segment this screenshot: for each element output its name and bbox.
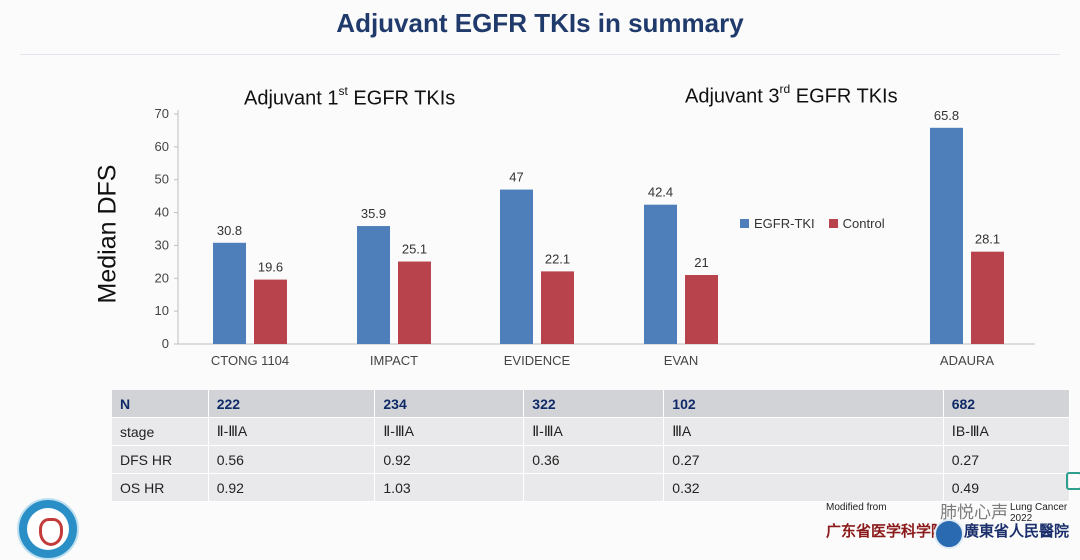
bar-control [685,275,718,344]
group-title-3rd-prefix: Adjuvant 3 [685,85,780,108]
group-title-3rd-suffix: EGFR TKIs [790,85,898,108]
institution-name-1: 广东省医学科学院 [826,522,947,540]
x-tick-label: EVIDENCE [504,353,571,368]
watermark-text: 肺悦心声 [940,503,1008,522]
bar-data-label: 65.8 [934,108,959,123]
title-divider [20,54,1060,55]
slide-title: Adjuvant EGFR TKIs in summary [336,8,744,38]
y-tick-label: 40 [155,205,169,220]
society-logo-inner [27,508,69,550]
bar-data-label: 28.1 [975,232,1000,247]
bar-egfr-tki [644,204,677,344]
society-logo [17,498,79,560]
y-tick-label: 70 [155,106,169,121]
group-title-1st-prefix: Adjuvant 1 [244,87,339,110]
institution-name-2: 廣東省人民醫院 [964,522,1070,540]
hospital-badge-icon [934,519,964,549]
y-tick-label: 20 [155,270,169,285]
y-tick-label: 10 [155,303,169,318]
bar-data-label: 25.1 [402,242,427,257]
bar-data-label: 21 [694,255,708,270]
bar-control [398,261,431,344]
table-header-row: N 222 234 322 102 682 [112,390,1071,418]
table-row: OS HR 0.92 1.03 0.32 0.49 [112,473,1071,502]
trial-summary-table: N 222 234 322 102 682 stage Ⅱ-ⅢA Ⅱ-ⅢA Ⅱ-… [112,390,1071,502]
legend-label-egfr-tki: EGFR-TKI [754,216,815,231]
table-cell: Ⅱ-ⅢA [208,417,376,446]
y-tick-label: 30 [155,237,169,252]
group-title-1st-suffix: EGFR TKIs [347,87,456,110]
group-title-1st-sup: st [338,84,348,98]
y-tick-label: 0 [162,336,169,351]
group-title-3rd-sup: rd [779,82,791,96]
table-cell: 1.03 [374,473,525,502]
table-header-cell: N [112,390,209,418]
bar-egfr-tki [213,242,246,344]
x-tick-label: EVAN [664,353,698,368]
bar-egfr-tki [500,189,533,344]
table-cell: 0.32 [663,473,944,502]
bar-data-label: 22.1 [545,251,570,266]
table-header-cell: 222 [208,390,376,418]
lung-icon [39,518,63,546]
bar-data-label: 42.4 [648,185,673,200]
bar-egfr-tki [357,226,390,344]
chart-legend: EGFR-TKI Control [740,216,885,231]
legend-label-control: Control [842,216,885,231]
x-tick-label: CTONG 1104 [211,353,289,368]
table-cell: 0.92 [208,473,376,502]
legend-swatch-control [828,219,838,228]
legend-item-egfr-tki: EGFR-TKI [740,216,815,231]
bar-control [971,251,1004,344]
table-cell: 0.92 [374,445,525,474]
bar-data-label: 35.9 [361,206,386,221]
table-cell: 0.56 [208,445,376,474]
group-title-1st-gen: Adjuvant 1st EGFR TKIs [244,84,456,111]
table-cell: 0.49 [943,473,1071,502]
group-title-3rd-gen: Adjuvant 3rd EGFR TKIs [685,82,898,109]
bar-data-label: 30.8 [217,223,242,238]
x-tick-label: IMPACT [370,353,418,368]
bar-data-label: 19.6 [258,260,283,275]
bar-control [541,271,574,344]
table-cell: ⅢA [663,417,944,446]
bar-egfr-tki [930,127,963,344]
bar-control [254,279,287,344]
table-cell: DFS HR [112,445,209,474]
table-cell: 0.27 [943,445,1071,474]
bar-chart: 0 10 20 30 40 50 60 70 30.8 19.6 CTONG 1104 35.9 25.… [155,106,1035,368]
table-cell: Ⅱ-ⅢA [374,417,525,446]
table-cell: 0.27 [663,445,944,474]
table-header-cell: 322 [523,390,665,418]
legend-swatch-egfr-tki [740,219,749,228]
table-header-cell: 102 [663,390,944,418]
legend-item-control: Control [828,216,885,231]
table-header-cell: 682 [943,390,1071,418]
page-edge-icon [1066,472,1080,490]
table-cell: 0.36 [523,445,665,474]
table-cell: Ⅱ-ⅢA [523,417,665,446]
table-cell [523,473,665,502]
table-cell: ⅠB-ⅢA [943,417,1071,446]
modified-from-text: Modified from [826,502,887,513]
citation-fragment: Lung Cancer 2022 [1010,502,1068,524]
y-tick-label: 50 [155,172,169,187]
bar-data-label: 47 [509,170,523,185]
table-cell: OS HR [112,473,209,502]
table-cell: stage [112,417,209,446]
table-row: DFS HR 0.56 0.92 0.36 0.27 0.27 [112,445,1071,474]
table-row: stage Ⅱ-ⅢA Ⅱ-ⅢA Ⅱ-ⅢA ⅢA ⅠB-ⅢA [112,417,1071,446]
x-tick-label: ADAURA [940,353,995,368]
table-header-cell: 234 [374,390,525,418]
y-tick-label: 60 [155,139,169,154]
